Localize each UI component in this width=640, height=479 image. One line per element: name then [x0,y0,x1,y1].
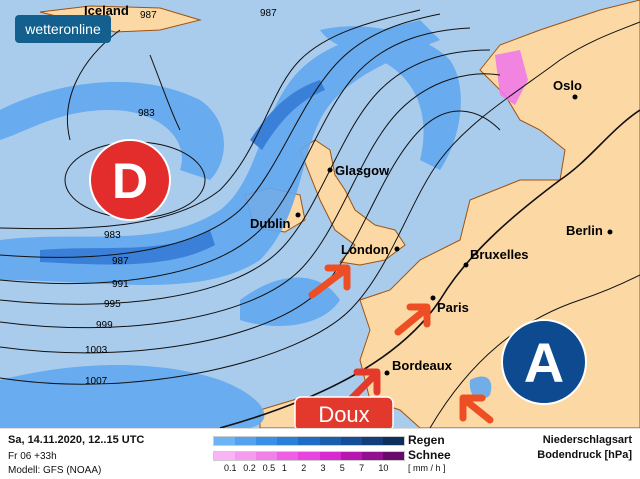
doux-callout: Doux [294,396,394,428]
snow-swatch [382,452,404,460]
snow-label: Schnee [408,448,451,462]
city-label-glasgow: Glasgow [335,163,390,178]
isobar-label: 983 [104,230,121,241]
model-run: Fr 06 +33h [8,451,57,462]
snow-swatch [340,452,362,460]
rain-label: Regen [408,433,445,447]
svg-text:D: D [112,153,148,209]
model-name: Modell: GFS (NOAA) [8,465,102,476]
city-label-london: London [341,242,389,257]
city-dot [430,295,436,301]
unit-label: [ mm / h ] [408,463,446,473]
isobar-label: 995 [104,299,121,310]
city-dot [394,246,400,252]
snow-swatch [214,452,236,460]
city-label-dublin: Dublin [250,216,290,231]
city-dot [572,94,578,100]
legend-title-pressure: Bodendruck [hPa] [537,449,632,461]
scale-tick-label: 2 [301,463,307,473]
city-dot [327,167,333,173]
city-dot [607,229,613,235]
rain-swatch [277,437,299,445]
arrow-icon [394,303,431,336]
arrow-icon [459,394,494,424]
rain-swatch [235,437,257,445]
rain-swatch [382,437,404,445]
wetteronline-logo: wetteronline [15,15,111,43]
svg-text:Doux: Doux [318,402,369,427]
rain-color-scale [213,436,405,446]
snow-swatch [319,452,341,460]
forecast-datetime: Sa, 14.11.2020, 12..15 UTC [8,434,145,446]
high-pressure-marker: A [501,319,587,405]
low-pressure-marker: D [89,139,171,221]
scale-tick-label: 0.2 [243,463,256,473]
rain-swatch [298,437,320,445]
arrow-icon [308,264,351,299]
city-dot [463,262,469,268]
svg-text:wetteronline: wetteronline [24,21,101,37]
city-dot [295,212,301,218]
weather-map: 987 987 983 983 987 991 995 999 1003 100… [0,0,640,428]
city-label-oslo: Oslo [553,78,582,93]
snow-swatch [277,452,299,460]
cities: Iceland Oslo Glasgow Dublin London Bruxe… [84,3,613,376]
snow-swatch [298,452,320,460]
isobar-label: 987 [260,8,277,19]
isobars [0,9,640,428]
warm-air-arrows [308,264,494,424]
isobar-label: 987 [112,256,129,267]
rain-swatch [214,437,236,445]
scale-tick-label: 5 [339,463,345,473]
rain-swatch [256,437,278,445]
scale-tick-label: 10 [378,463,389,473]
snow-swatch [361,452,383,460]
city-dot [384,370,390,376]
scale-tick-label: 0.1 [224,463,237,473]
scale-tick-label: 7 [359,463,365,473]
isobar-label: 1003 [85,345,108,356]
isobar-label: 983 [138,108,155,119]
isobar-labels: 987 987 983 983 987 991 995 999 1003 100… [85,8,277,387]
isobar-label: 987 [140,10,157,21]
rain-swatch [340,437,362,445]
rain-swatch [361,437,383,445]
rain-swatch [319,437,341,445]
legend-title-precip-type: Niederschlagsart [542,434,632,446]
scale-tick-label: 0.5 [262,463,276,473]
city-label-paris: Paris [437,300,469,315]
city-label-iceland: Iceland [84,3,129,18]
scale-tick-label: 1 [281,463,287,473]
svg-text:A: A [524,331,564,394]
isobar-label: 991 [112,279,129,290]
snow-swatch [235,452,257,460]
isobar-label: 999 [96,320,113,331]
city-label-bordeaux: Bordeaux [392,358,453,373]
city-label-berlin: Berlin [566,223,603,238]
scale-tick-label: 3 [320,463,326,473]
legend-footer: Sa, 14.11.2020, 12..15 UTC Fr 06 +33h Mo… [0,428,640,479]
city-label-bruxelles: Bruxelles [470,247,529,262]
snow-color-scale [213,451,405,461]
isobar-label: 1007 [85,376,108,387]
snow-swatch [256,452,278,460]
